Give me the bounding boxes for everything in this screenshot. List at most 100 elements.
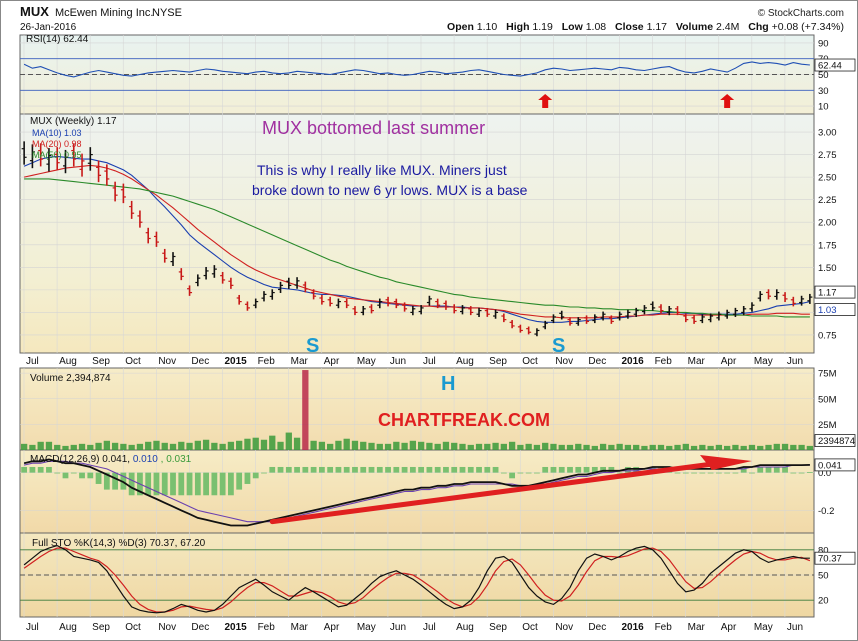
x-tick-label: May <box>357 622 376 633</box>
macd-histogram-bar <box>724 472 731 474</box>
symbol-label: MUX <box>20 4 49 19</box>
x-tick-label: Jun <box>390 622 406 633</box>
x-tick-label: Feb <box>655 356 673 367</box>
volume-bar <box>616 443 623 450</box>
volume-bar <box>252 437 259 450</box>
macd-panel <box>19 449 815 534</box>
x-tick-label: Aug <box>59 622 77 633</box>
axes-layer: Jul Jul Aug Aug Sep Sep Oct Oct Nov Nov Dec Dec 2015… <box>26 38 856 633</box>
volume-bar <box>136 443 144 450</box>
volume-panel <box>19 367 815 451</box>
x-tick-label: 2015 <box>225 356 248 367</box>
x-tick-label: Nov <box>555 622 573 633</box>
price-current-tag: 1.17 <box>818 288 837 299</box>
volume-bar <box>525 443 532 450</box>
volume-bar <box>128 444 135 450</box>
x-tick-label: Mar <box>291 356 309 367</box>
volume-bar <box>508 441 516 450</box>
macd-histogram-bar <box>219 472 226 496</box>
macd-histogram-bar <box>492 466 499 473</box>
volume-bar <box>37 441 44 450</box>
volume-bar <box>70 444 77 450</box>
macd-histogram-bar <box>715 472 722 474</box>
macd-histogram-bar <box>484 466 491 473</box>
volume-bar <box>368 442 375 450</box>
volume-bar <box>500 443 507 450</box>
macd-histogram-bar <box>757 466 764 473</box>
volume-bar <box>161 442 168 450</box>
volume-bar <box>393 441 400 450</box>
macd-histogram-bar <box>591 466 598 473</box>
macd-histogram-bar <box>310 466 317 473</box>
volume-bar <box>335 440 342 450</box>
macd-histogram-bar <box>749 472 755 474</box>
macd-histogram-bar <box>21 466 28 473</box>
annotation-left-shoulder: S <box>306 335 319 357</box>
volume-bar <box>153 440 160 450</box>
macd-histogram-bar <box>46 466 52 473</box>
volume-bar <box>707 445 714 450</box>
volume-bar <box>417 441 425 450</box>
macd-histogram-bar <box>170 472 176 496</box>
x-tick-label: Apr <box>324 622 340 633</box>
volume-bar <box>790 444 797 450</box>
macd-histogram-bar <box>352 466 358 473</box>
y-tick-label: 2.75 <box>818 150 837 161</box>
volume-bar <box>293 437 301 450</box>
x-tick-label: Jun <box>787 356 803 367</box>
x-tick-label: Jun <box>390 356 406 367</box>
volume-bar <box>566 444 574 450</box>
macd-histogram-bar <box>418 466 425 473</box>
macd-histogram-bar <box>302 466 309 473</box>
macd-histogram-bar <box>434 466 441 473</box>
volume-bar <box>376 443 383 450</box>
macd-histogram-bar <box>79 472 85 479</box>
x-tick-label: 2015 <box>225 622 248 633</box>
rsi-legend: RSI(14) 62.44 <box>26 34 89 45</box>
macd-histogram-bar <box>699 472 706 474</box>
ma10-current-tag: 1.03 <box>818 305 837 316</box>
annotation-head: H <box>441 373 455 395</box>
volume-bar <box>748 444 756 450</box>
volume-current-tag: 2394874 <box>818 436 855 447</box>
macd-histogram-bar <box>790 472 797 474</box>
volume-bar <box>674 444 681 450</box>
volume-bar <box>302 370 309 450</box>
volume-bar <box>732 444 739 450</box>
volume-bar <box>682 443 689 450</box>
volume-bar <box>781 443 789 450</box>
x-tick-label: Jun <box>787 622 803 633</box>
y-tick-label: 0.0 <box>818 468 831 479</box>
macd-histogram-bar <box>203 472 209 496</box>
volume-bar <box>558 444 565 450</box>
macd-histogram-bar <box>335 466 342 473</box>
volume-bar <box>575 443 582 450</box>
macd-current-tag-box <box>814 458 856 472</box>
volume-bar <box>641 445 648 450</box>
x-tick-label: Apr <box>324 356 340 367</box>
rsi-current-tag-box <box>814 58 856 72</box>
macd-histogram-bar <box>178 472 185 496</box>
macd-histogram-bar <box>252 472 259 479</box>
macd-histogram-bar <box>87 472 94 479</box>
volume-bar <box>227 441 235 450</box>
macd-histogram-bar <box>194 472 201 496</box>
y-tick-label: 2.50 <box>818 173 837 184</box>
open-value: 1.10 <box>477 21 498 33</box>
x-tick-label: May <box>754 622 773 633</box>
macd-histogram-bar <box>360 466 367 473</box>
y-tick-label: 75M <box>818 369 837 380</box>
annotation-line-2: broke down to new 6 yr lows. MUX is a ba… <box>252 182 528 198</box>
x-tick-label: Oct <box>125 356 141 367</box>
volume-bar <box>260 439 268 450</box>
x-tick-label: Jul <box>26 622 39 633</box>
macd-histogram-bar <box>70 472 77 474</box>
macd-legend-main: MACD(12,26,9) 0.041, <box>30 454 133 465</box>
annotation-line-1: This is why I really like MUX. Miners ju… <box>257 162 507 178</box>
macd-histogram-bar <box>451 466 458 473</box>
volume-bar <box>409 440 417 450</box>
macd-histogram-bar <box>103 472 110 490</box>
macd-histogram-bar <box>393 466 400 473</box>
y-tick-label: 3.00 <box>818 128 837 139</box>
